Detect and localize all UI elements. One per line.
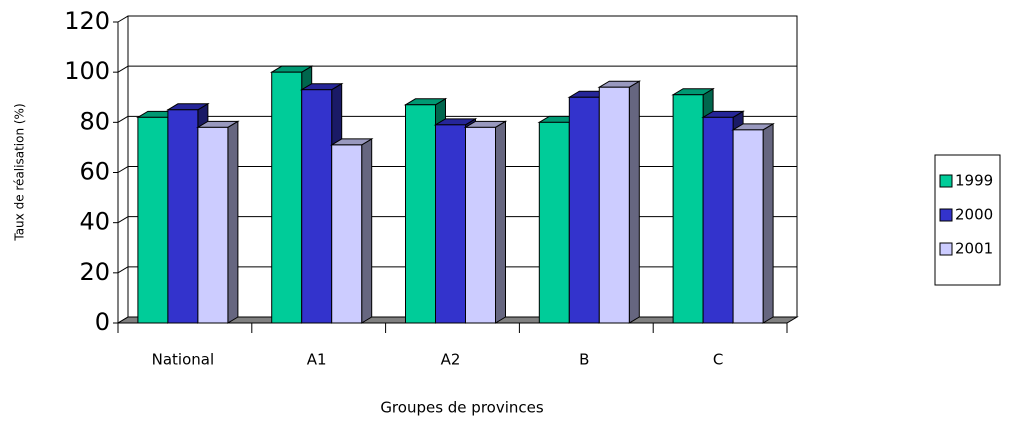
bar-front	[568, 96, 600, 324]
y-tick-depth	[117, 166, 129, 173]
legend-label: 2001	[955, 240, 993, 258]
bar-front	[702, 116, 734, 324]
y-tick-depth	[117, 115, 129, 123]
bar-front	[672, 94, 704, 324]
legend-swatch	[939, 208, 953, 222]
x-tick-label: B	[579, 351, 589, 369]
x-tick-label: National	[152, 351, 215, 369]
bar-side	[762, 122, 774, 324]
bar	[196, 120, 240, 324]
y-tick-label: 40	[79, 208, 110, 236]
bar-side	[495, 120, 506, 324]
legend-label: 2000	[955, 206, 993, 224]
y-tick-label: 20	[79, 258, 110, 286]
y-tick-depth	[117, 216, 129, 224]
bar-front	[301, 89, 333, 324]
x-tick-label: A2	[441, 351, 461, 369]
y-tick-label: 80	[79, 107, 110, 135]
bar-front	[598, 86, 630, 324]
bar-side	[227, 120, 239, 324]
bar-side	[361, 138, 373, 324]
legend-swatch	[939, 174, 953, 188]
bar	[597, 80, 642, 324]
y-tick-depth	[117, 266, 129, 274]
bar-front	[271, 71, 303, 324]
bar-front	[435, 124, 466, 324]
y-tick-label: 120	[64, 7, 110, 35]
bar	[329, 138, 374, 324]
bar-front	[137, 116, 169, 324]
bar	[731, 122, 775, 324]
bar-front	[331, 144, 363, 324]
legend-label: 1999	[955, 172, 993, 190]
bar-side	[628, 80, 640, 324]
x-tick-label: A1	[307, 351, 327, 369]
y-tick-label: 0	[95, 308, 110, 336]
bar	[463, 120, 508, 324]
bar-front	[197, 126, 229, 324]
bar-front	[538, 121, 570, 324]
bar-front	[167, 109, 199, 324]
bar-front	[465, 126, 496, 324]
bar-front	[732, 129, 764, 324]
y-tick-label: 100	[64, 57, 110, 85]
y-tick-depth	[117, 15, 129, 23]
y-axis-label: Taux de réalisation (%)	[13, 103, 27, 241]
x-axis-label: Groupes de provinces	[380, 399, 544, 417]
y-tick-depth	[117, 65, 129, 73]
x-tick-label: C	[713, 351, 723, 369]
y-tick-label: 60	[79, 158, 110, 186]
bar-front	[405, 104, 436, 324]
legend-swatch	[939, 242, 953, 256]
